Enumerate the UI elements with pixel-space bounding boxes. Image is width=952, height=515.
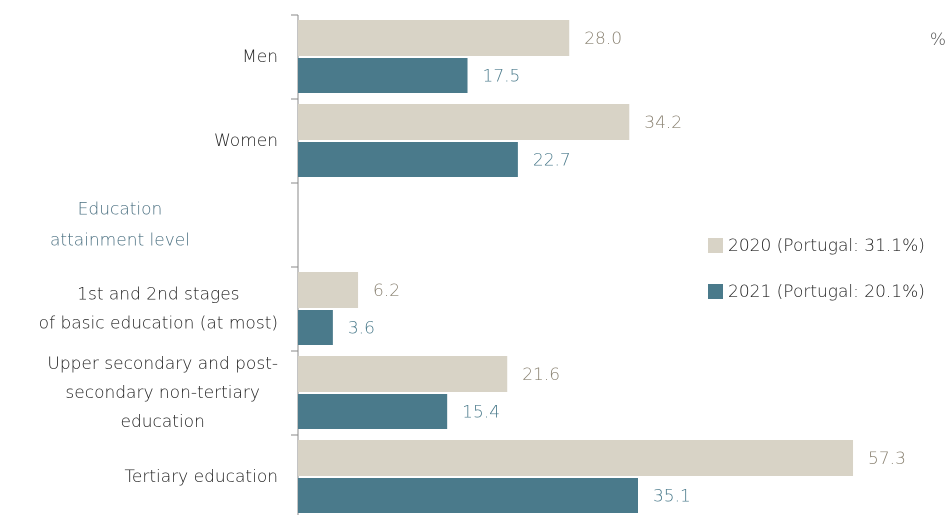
bar [298,20,570,56]
category-label: Men [242,47,278,67]
bar [298,310,333,345]
value-label: 17.5 [483,67,521,87]
legend-label: 2020 (Portugal: 31.1%) [728,236,925,256]
category-label: 1st and 2nd stages of basic education (at… [39,285,278,334]
value-label: 3.6 [348,319,375,339]
group-header-label: Education attainment level [50,200,190,251]
value-label: 57.3 [868,449,906,469]
unit-label: % [930,30,946,50]
bar [298,356,508,392]
bar [298,440,854,476]
bar [298,478,638,513]
bar [298,394,448,429]
value-label: 21.6 [522,365,560,385]
bar [298,104,630,140]
value-label: 6.2 [373,281,400,301]
value-label: 34.2 [644,113,682,133]
value-label: 15.4 [462,403,500,423]
bar [298,272,359,308]
legend-swatch [708,238,723,253]
value-label: 28.0 [584,29,622,49]
value-label: 35.1 [653,487,691,507]
bar [298,142,518,177]
category-label: Tertiary education [124,467,278,487]
bar [298,58,468,93]
category-label: Women [214,131,278,151]
category-label: Upper secondary and post-secondary non-t… [47,354,278,432]
legend-swatch [708,284,723,299]
legend-label: 2021 (Portugal: 20.1%) [728,282,925,302]
value-label: 22.7 [533,151,571,171]
